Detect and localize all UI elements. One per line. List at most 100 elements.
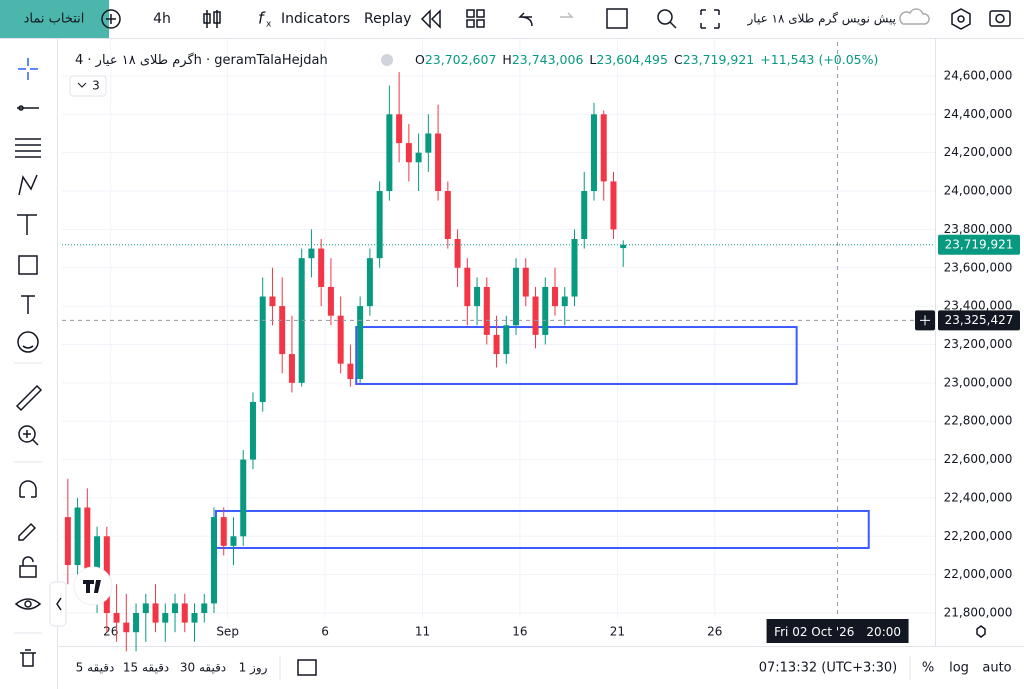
legend: گرم طلای ۱۸ عیار · 4h · geramTalaHejdah [75,52,328,68]
indicators-button[interactable]: Indicators [281,11,350,27]
settings-icon[interactable] [951,8,971,30]
goto-date-icon[interactable] [297,659,317,676]
zoom-tool[interactable] [18,425,36,443]
log-toggle[interactable]: log [949,661,969,676]
layouts-icon [476,19,485,28]
candle-body [172,603,179,614]
replay-icon[interactable] [420,9,441,29]
candle-body [532,296,539,335]
candle-body [435,133,442,192]
indicator-count[interactable]: 3 [92,79,100,93]
layout-name[interactable]: پیش نویس گرم طلای ۱۸ عیار [747,12,897,27]
candle-body [279,306,286,355]
candle-body [590,114,597,192]
range-button[interactable]: 15 دقیقه [123,661,169,675]
layouts-icon [466,19,475,28]
text-tool[interactable] [17,214,37,235]
candle-body [503,325,510,355]
range-button[interactable]: 5 دقیقه [76,661,115,675]
legend-values: O23,702,607 H23,743,006 L23,604,495 C23,719… [415,52,878,67]
legend-value: 23,604,495 [596,52,668,67]
candle-body [425,133,432,153]
symbol-button-label[interactable]: انتخاب نماد [24,12,85,27]
candle-body [220,517,227,546]
pattern-tool[interactable] [18,174,38,196]
plot: 21,800,000 22,000,000 22,200,000 22,400,000… [62,39,1020,652]
add-symbol-icon[interactable] [101,9,121,29]
y-tick-label: 22,600,000 [944,452,1013,466]
search-icon[interactable] [657,9,673,25]
y-tick-label: 22,800,000 [944,414,1013,428]
drawn-rectangle[interactable] [355,326,798,385]
draw-mode-tool[interactable] [18,522,37,541]
lock-shackle [22,556,34,566]
emoji-tool[interactable] [17,331,39,353]
y-tick-label: 23,200,000 [944,337,1013,351]
crosshair-add-icon [920,315,930,326]
emoji-smile [22,345,34,349]
percent-toggle[interactable]: % [922,661,934,676]
top-toolbar [0,0,1024,38]
x-tick-label: 21 [610,625,625,639]
ruler-tool[interactable] [15,384,43,412]
candle-body [571,238,578,297]
visibility-tool[interactable] [14,598,42,610]
undo-icon[interactable] [518,12,533,27]
x-tick-label: 26 [707,625,722,639]
indicators-icon-sub: x [266,20,272,30]
candle-body [269,296,276,307]
indicators-icon[interactable]: f [258,9,266,28]
interval-button[interactable]: 4h [153,11,171,27]
y-tick-label: 22,000,000 [944,567,1013,581]
redo-icon[interactable] [560,12,574,18]
candle-body [74,507,81,566]
axis-settings[interactable] [976,625,986,638]
chart-type-icon[interactable] [206,10,218,28]
candle-body [64,517,71,566]
fullscreen-icon[interactable] [606,8,628,29]
drawn-rectangle[interactable] [214,509,870,549]
magnet-tool[interactable] [19,480,37,498]
symbol-button[interactable] [0,0,109,38]
shape-tool[interactable] [18,255,38,275]
text-tool-t[interactable] [21,295,35,314]
chart-type-body [203,13,211,24]
replay-button[interactable]: Replay [364,11,411,27]
crosshair-tool[interactable] [18,58,38,80]
range-button[interactable]: 30 دقیقه [180,661,226,675]
auto-toggle[interactable]: auto [982,661,1011,676]
y-tick-label: 24,400,000 [944,107,1013,121]
collapse-toggle[interactable] [49,581,67,627]
snapshot-icon[interactable] [989,10,1011,27]
fib-tool[interactable] [15,138,41,158]
clock[interactable]: 07:13:32 (UTC+3:30) [759,661,898,676]
candle-body [483,286,490,335]
candle-body [581,191,588,239]
lock-tool[interactable] [19,565,37,578]
candle-body [552,286,559,307]
candle-body [210,517,217,604]
settings-icon-center [957,15,965,23]
maximize-icon[interactable] [700,9,720,29]
legend-key: L [589,52,596,67]
candle-body [337,315,344,364]
candle-body [191,613,198,623]
indicator-toggle[interactable] [69,75,107,97]
range-button[interactable]: 1 روز [239,661,268,676]
candle-body [620,244,627,249]
candle-body [318,248,325,287]
x-tick-label: 6 [321,625,329,639]
candle-body [259,296,266,403]
candle-body [240,459,247,537]
crosshair-price-label: 23,325,427 [945,313,1014,327]
crosshair-date: Fri 02 Oct '26 [774,625,854,639]
candle-body [396,114,403,144]
candle-body [201,603,208,614]
layouts-icon[interactable] [466,9,475,18]
cloud-icon[interactable] [899,8,930,25]
delete-tool[interactable] [20,649,36,667]
candle-body [288,354,295,383]
candle-body [327,286,334,316]
